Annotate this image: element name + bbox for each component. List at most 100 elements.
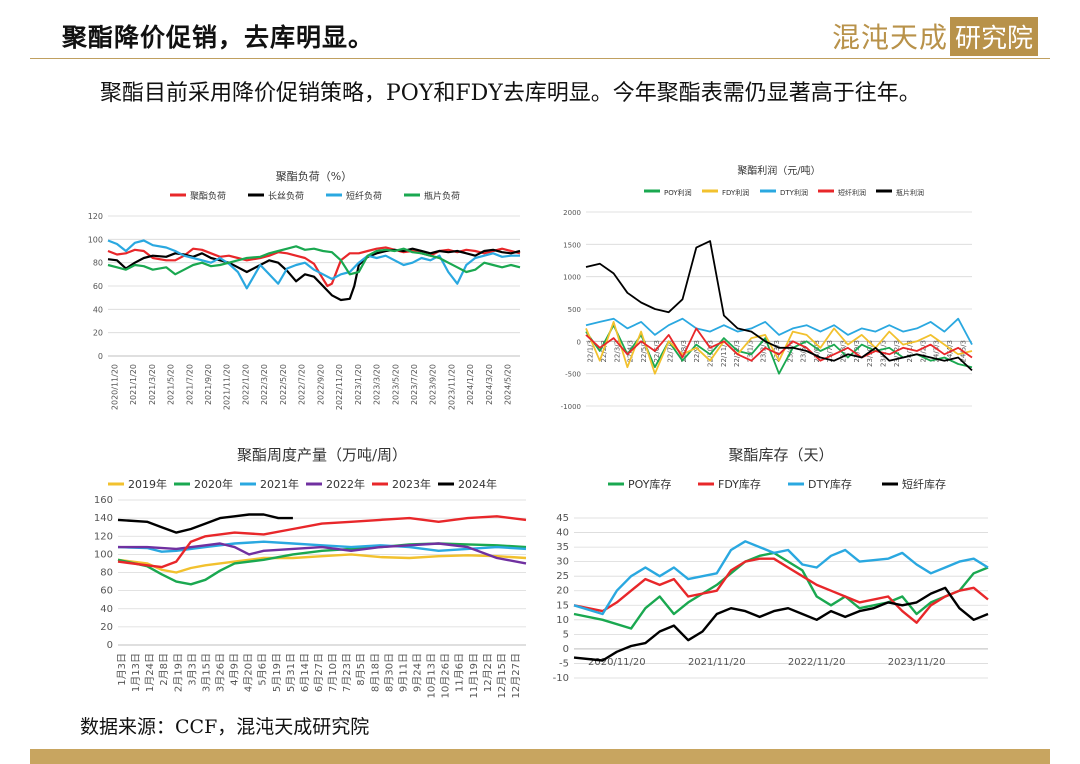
y-tick-label: 60: [93, 282, 103, 291]
y-tick-label: 25: [556, 571, 569, 582]
x-tick-label: 5月6日: [257, 653, 269, 686]
x-tick-label: 12月2日: [482, 653, 494, 692]
x-tick-label: 2021/11/20: [688, 657, 746, 668]
x-tick-label: 2月8日: [158, 653, 170, 686]
y-tick-label: 20: [100, 622, 113, 633]
footer-bar: [30, 749, 1050, 764]
x-tick-label: 2021/5/20: [167, 364, 176, 405]
chart-title: 聚酯利润（元/吨）: [737, 164, 820, 177]
x-tick-label: 23/6/3: [813, 340, 821, 363]
x-tick-label: 3月15日: [200, 653, 212, 692]
legend-label: 短纤负荷: [346, 190, 382, 202]
y-tick-label: 80: [93, 259, 103, 268]
y-tick-label: 30: [556, 557, 569, 568]
x-tick-label: 2020/11/20: [588, 657, 646, 668]
series-line-FDY利润: [585, 321, 973, 375]
x-tick-label: 22/6/3: [653, 340, 661, 363]
x-tick-label: 5月19日: [271, 653, 283, 692]
x-tick-label: 22/8/3: [680, 340, 688, 363]
x-tick-label: 4月20日: [243, 653, 255, 692]
series-line-2023年: [117, 515, 527, 569]
series-line-短纤利润: [585, 327, 973, 362]
x-tick-label: 24/1/3: [906, 340, 914, 363]
data-source: 数据来源：CCF，混沌天成研究院: [80, 716, 370, 738]
y-tick-label: 0: [563, 644, 569, 655]
legend-label: 2020年: [194, 477, 233, 491]
x-tick-label: 2023/9/20: [429, 364, 438, 405]
y-tick-label: 100: [88, 235, 103, 244]
y-tick-label: -1000: [561, 403, 581, 411]
x-tick-label: 6月27日: [313, 653, 325, 692]
series-line-2022年: [118, 542, 527, 565]
legend-label: 2024年: [458, 477, 497, 491]
x-tick-label: 23/2/3: [760, 340, 768, 363]
x-tick-label: 2023/5/20: [391, 364, 400, 405]
y-tick-label: 60: [100, 586, 113, 597]
series-line-2024年: [117, 513, 293, 534]
y-tick-label: 1000: [563, 274, 581, 282]
x-tick-label: 24/3/3: [933, 340, 941, 363]
x-tick-label: 23/5/3: [800, 340, 808, 363]
x-tick-label: 22/9/3: [693, 340, 701, 363]
x-tick-label: 22/11/3: [720, 340, 728, 367]
legend-label: 2019年: [128, 477, 167, 491]
series-line-2021年: [117, 540, 527, 553]
x-tick-label: 2023/11/20: [888, 657, 946, 668]
legend-label: 2023年: [392, 477, 431, 491]
x-tick-label: 1月3日: [116, 653, 128, 686]
y-tick-label: 0: [577, 338, 581, 346]
logo-text: 混沌天成: [831, 21, 948, 54]
legend-label: 长丝负荷: [268, 190, 304, 202]
y-tick-label: 45: [556, 513, 569, 524]
y-tick-label: 0: [98, 352, 103, 361]
x-tick-label: 5月31日: [285, 653, 297, 692]
x-tick-label: 23/8/3: [840, 340, 848, 363]
y-tick-label: -10: [553, 673, 569, 684]
y-tick-label: 1500: [563, 241, 581, 249]
y-tick-label: 35: [556, 542, 569, 553]
x-tick-label: 10月26日: [440, 653, 452, 698]
x-tick-label: 2月19日: [172, 653, 184, 692]
x-tick-label: 2023/3/20: [373, 364, 382, 405]
x-tick-label: 2022/1/20: [241, 364, 250, 405]
chart-title: 聚酯负荷（%）: [276, 169, 352, 183]
y-tick-label: 2000: [563, 209, 581, 217]
chart-polyester-inventory: 聚酯库存（天）POY库存 FDY库存 DTY库存 短纤库存-10-5051015202…: [553, 446, 989, 684]
x-tick-label: 2021/11/20: [223, 364, 232, 410]
y-tick-label: 10: [556, 615, 569, 626]
x-tick-label: 11月6日: [454, 653, 466, 692]
y-tick-label: 500: [568, 306, 581, 314]
x-tick-label: 2023/7/20: [410, 364, 419, 405]
x-tick-label: 2022/11/20: [788, 657, 846, 668]
chart-polyester-profit: 聚酯利润（元/吨） POY利润 FDY利润 DTY利润 短纤利润 瓶片利润 -1000 -50…: [561, 164, 973, 411]
series-line-DTY利润: [585, 317, 973, 346]
series-line-长丝负荷: [107, 247, 521, 302]
y-tick-label: 80: [100, 568, 113, 579]
y-tick-label: 40: [556, 528, 569, 539]
chart-polyester-load: 聚酯负荷（%） 聚酯负荷 长丝负荷 短纤负荷 瓶片负荷 0 20 40 60 80 100 120 20…: [88, 169, 521, 410]
x-tick-label: 2022/5/20: [279, 364, 288, 405]
series-line-瓶片利润: [585, 240, 973, 372]
legend-label: FDY利润: [722, 188, 749, 197]
x-tick-label: 2022/11/20: [335, 364, 344, 410]
x-tick-label: 2020/11/20: [110, 364, 119, 410]
x-tick-label: 22/5/3: [640, 340, 648, 363]
y-tick-label: 0: [107, 640, 113, 651]
chart-title: 聚酯周度产量（万吨/周）: [237, 446, 407, 464]
x-tick-label: 2023/1/20: [354, 364, 363, 405]
logo: 混沌天成 研究院: [832, 16, 1038, 56]
y-tick-label: 120: [88, 212, 103, 221]
page-title: 聚酯降价促销，去库明显。: [62, 23, 375, 52]
x-tick-label: 11月19日: [468, 653, 480, 698]
x-tick-label: 12月27日: [510, 653, 522, 698]
x-tick-label: 23/9/3: [853, 340, 861, 363]
y-tick-label: 40: [93, 305, 103, 314]
legend-label: 2021年: [260, 477, 299, 491]
x-tick-label: 2021/1/20: [129, 364, 138, 405]
series-line-瓶片负荷: [107, 245, 521, 276]
x-tick-label: 22/7/3: [667, 340, 675, 363]
x-tick-label: 7月10日: [327, 653, 339, 692]
y-tick-label: 20: [93, 329, 103, 338]
legend-label: 聚酯负荷: [190, 190, 226, 202]
legend-label: 瓶片负荷: [424, 190, 460, 202]
